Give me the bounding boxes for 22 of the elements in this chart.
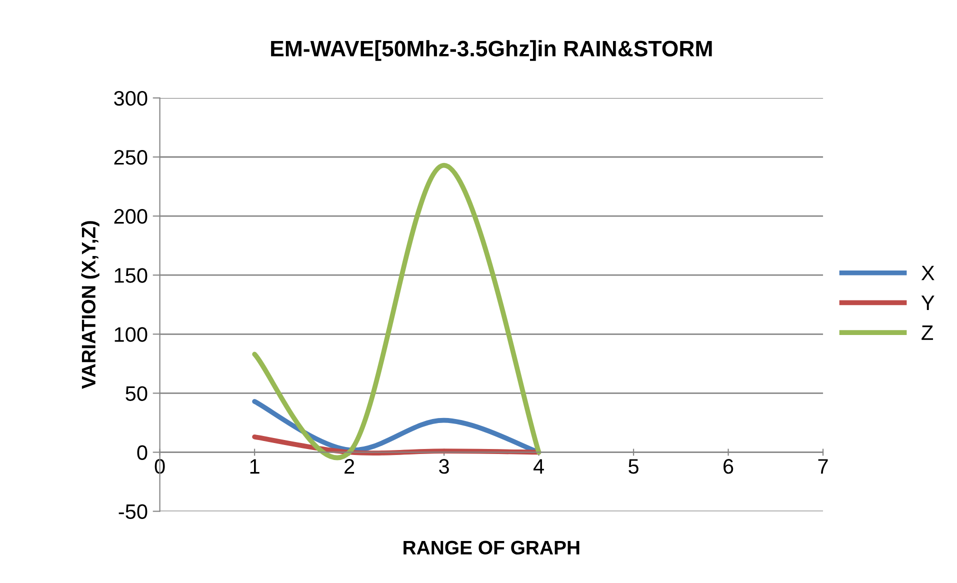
x-tick-label: 1 [250, 459, 260, 474]
x-tick-label: 7 [818, 459, 828, 474]
x-tick-label: 2 [344, 459, 354, 474]
legend-label: X [921, 266, 934, 280]
y-tick-label: 250 [114, 150, 148, 165]
x-tick-label: 5 [628, 459, 638, 474]
x-tick-label: 6 [724, 459, 734, 474]
x-tick-label: 3 [439, 459, 449, 474]
y-tick-label: 300 [114, 90, 148, 106]
legend-label: Y [921, 296, 934, 310]
chart-title: EM-WAVE[50Mhz-3.5Ghz]in RAIN&STORM [271, 40, 712, 61]
x-axis-title: RANGE OF GRAPH [404, 540, 580, 555]
y-tick-label: -50 [118, 504, 148, 520]
y-tick-label: 150 [114, 268, 148, 283]
y-tick-label: 200 [114, 209, 148, 224]
y-tick-label: 0 [137, 445, 148, 460]
legend-label: Z [922, 326, 934, 340]
x-tick-label: 4 [533, 459, 544, 474]
x-tick-label: 0 [154, 459, 165, 474]
y-tick-label: 100 [114, 327, 148, 342]
y-tick-label: 50 [126, 386, 148, 401]
y-axis-title: VARIATION (X,Y,Z) [81, 221, 100, 389]
